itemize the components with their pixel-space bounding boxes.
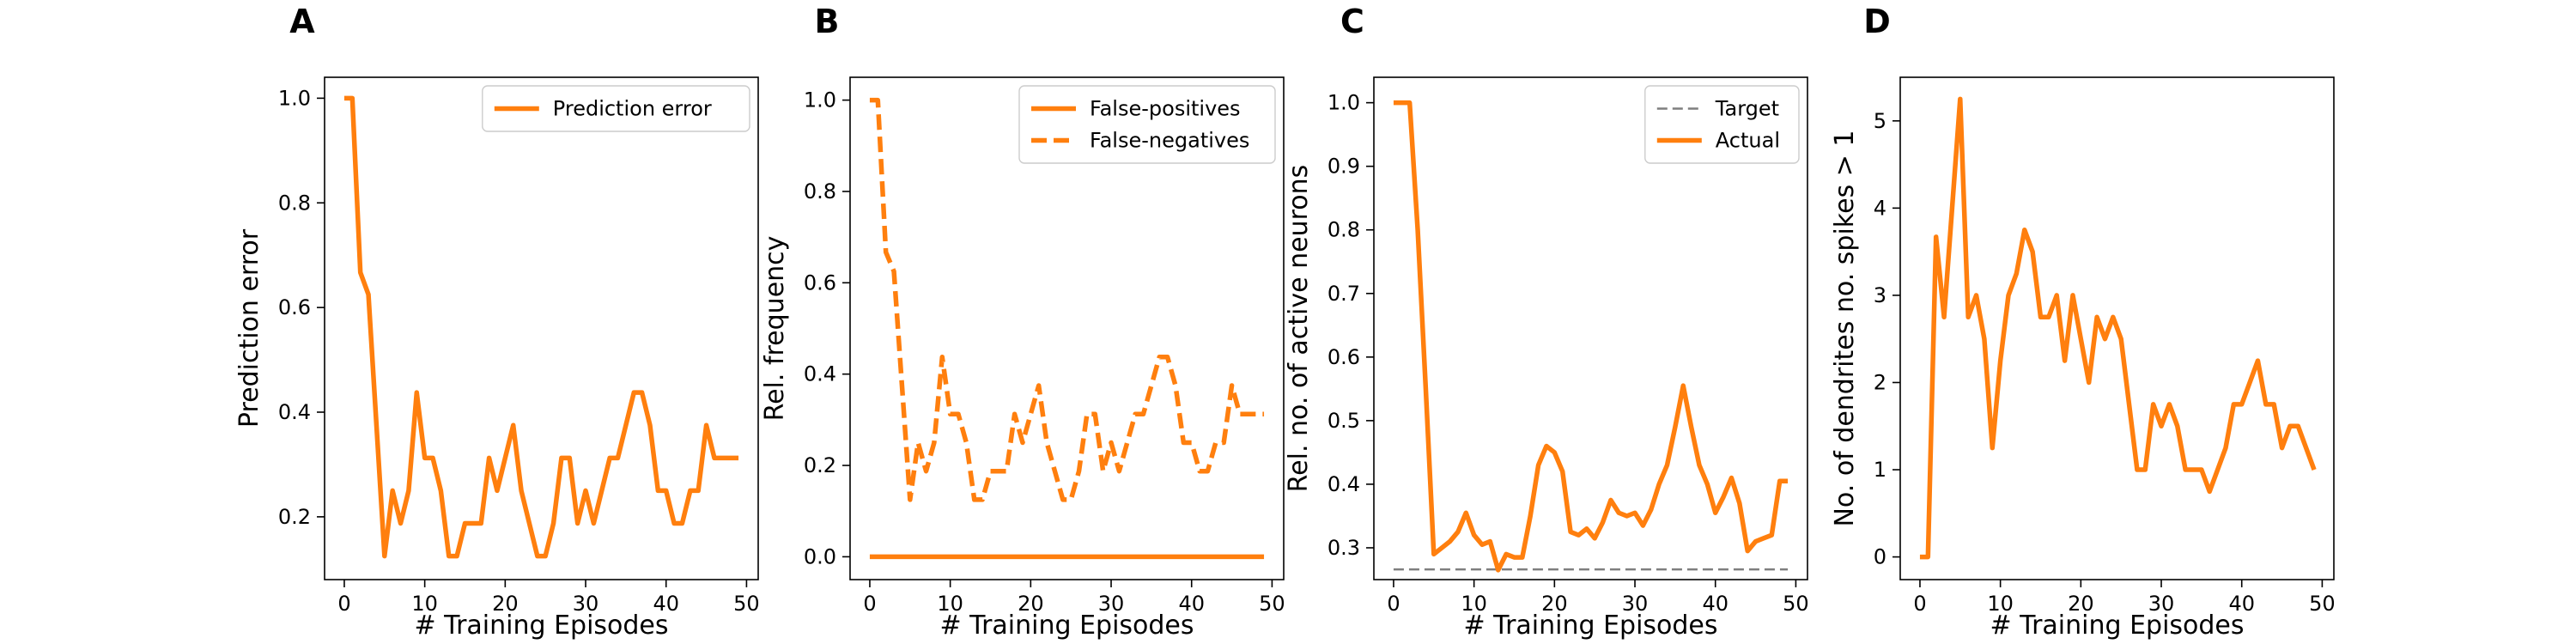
x-tick-label: 10 (937, 592, 963, 616)
legend-label: False-negatives (1090, 129, 1249, 153)
x-tick-label: 50 (733, 592, 760, 616)
panel-letter: B (815, 3, 840, 40)
y-tick-label: 0.4 (278, 400, 311, 424)
axes-frame (1899, 76, 2335, 580)
y-tick-label: 0.8 (278, 191, 311, 215)
y-tick-label: 0.7 (1327, 282, 1360, 306)
x-tick-label: 20 (1541, 592, 1568, 616)
legend-box (1644, 85, 1800, 164)
panel-c: C 0 10 20 30 40 50 0.3 0.4 0.5 0.6 0.7 0.8 0.9 1.0 # Tr… (1284, 3, 1809, 641)
x-tick-label: 50 (1259, 592, 1285, 616)
y-tick-label: 0.4 (804, 362, 836, 386)
y-tick-label: 0.3 (1327, 536, 1360, 560)
y-tick-label: 0.2 (804, 453, 836, 477)
y-tick-label: 0 (1874, 545, 1886, 569)
y-tick-label: 0.9 (1327, 155, 1360, 179)
panel-letter: D (1863, 3, 1891, 40)
legend-box (1018, 85, 1276, 164)
x-tick-label: 20 (1018, 592, 1044, 616)
legend-label: False-positives (1090, 97, 1241, 121)
x-tick-label: 40 (653, 592, 679, 616)
x-tick-label: 0 (1913, 592, 1926, 616)
x-tick-label: 0 (1387, 592, 1400, 616)
x-axis-label: # Training Episodes (414, 611, 668, 641)
series-line-prediction-error (343, 95, 739, 559)
y-tick-label: 0.6 (278, 295, 311, 319)
x-tick-label: 10 (1987, 592, 2014, 616)
y-tick-label: 0.6 (804, 270, 836, 295)
x-tick-label: 40 (2228, 592, 2255, 616)
x-tick-label: 50 (2309, 592, 2336, 616)
panel-letter: C (1340, 3, 1364, 40)
series-line-values (1919, 96, 2317, 560)
legend-label: Target (1715, 97, 1779, 121)
legend: Target Actual (1644, 85, 1800, 164)
y-tick-label: 2 (1874, 370, 1886, 394)
x-tick-label: 50 (1783, 592, 1809, 616)
y-tick-label: 1.0 (278, 86, 311, 110)
x-tick-label: 30 (2148, 592, 2175, 616)
x-tick-label: 0 (863, 592, 876, 616)
x-tick-label: 30 (1622, 592, 1649, 616)
y-tick-label: 0.5 (1327, 409, 1360, 433)
axes-frame (1373, 76, 1808, 580)
panel-letter: A (289, 3, 315, 40)
panel-d: D 0 10 20 30 40 50 0 1 2 3 4 5 # Training Episodes No.… (1830, 3, 2336, 641)
x-tick-label: 20 (2068, 592, 2094, 616)
y-tick-label: 0.8 (804, 179, 836, 204)
axes-frame (849, 76, 1285, 580)
panel-b: B 0 10 20 30 40 50 0.0 0.2 0.4 0.6 0.8 1.0 # Training… (760, 3, 1285, 641)
y-tick-label: 4 (1874, 196, 1886, 220)
x-tick-label: 40 (1178, 592, 1205, 616)
x-tick-label: 10 (1461, 592, 1487, 616)
x-tick-label: 30 (573, 592, 599, 616)
y-tick-label: 0.2 (278, 505, 311, 529)
legend-label: Prediction error (553, 97, 712, 121)
y-tick-label: 0.6 (1327, 345, 1360, 369)
x-tick-label: 20 (492, 592, 519, 616)
y-axis-label: Rel. no. of active neurons (1284, 165, 1314, 493)
x-tick-label: 10 (411, 592, 438, 616)
legend: False-positives False-negatives (1018, 85, 1276, 164)
y-tick-label: 1.0 (1327, 91, 1360, 115)
legend: Prediction error (482, 85, 750, 132)
y-tick-label: 0.8 (1327, 218, 1360, 242)
legend-box (482, 85, 750, 132)
y-tick-label: 3 (1874, 283, 1886, 307)
y-tick-label: 0.0 (804, 544, 836, 568)
y-tick-label: 1.0 (804, 88, 836, 112)
legend-label: Actual (1716, 129, 1780, 153)
panel-a: A 0 10 20 30 40 50 0.2 0.4 0.6 0.8 1.0 # Training Ep… (234, 3, 760, 641)
y-tick-label: 1 (1874, 458, 1886, 482)
series-line-false-negatives (869, 97, 1265, 502)
y-tick-label: 5 (1874, 109, 1886, 133)
x-tick-label: 30 (1098, 592, 1125, 616)
x-axis-label: # Training Episodes (1990, 611, 2244, 641)
y-axis-label: Prediction error (234, 228, 264, 428)
y-axis-label: No. of dendrites no. spikes > 1 (1830, 130, 1860, 526)
y-tick-label: 0.4 (1327, 472, 1360, 496)
x-tick-label: 40 (1702, 592, 1728, 616)
series-line-actual (1393, 100, 1789, 573)
axes-frame (324, 76, 759, 580)
y-axis-label: Rel. frequency (760, 236, 790, 422)
x-tick-label: 0 (337, 592, 350, 616)
x-axis-label: # Training Episodes (1463, 611, 1717, 641)
x-axis-label: # Training Episodes (939, 611, 1194, 641)
